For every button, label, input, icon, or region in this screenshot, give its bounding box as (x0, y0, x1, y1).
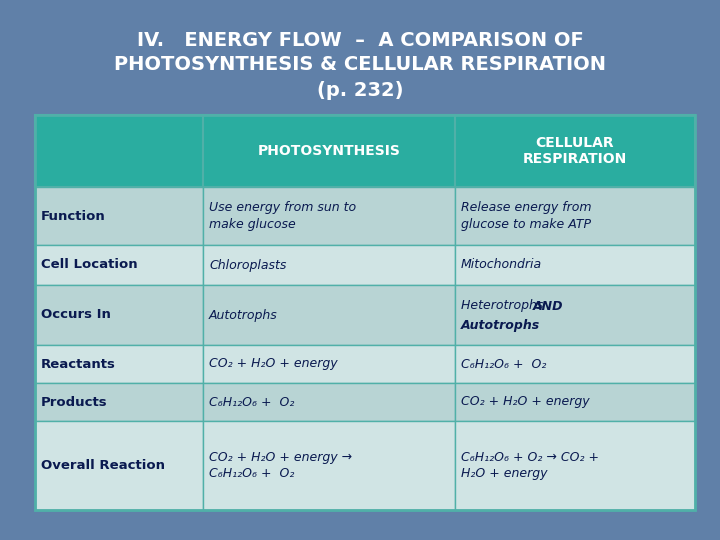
Text: C₆H₁₂O₆ +  O₂: C₆H₁₂O₆ + O₂ (461, 357, 546, 370)
Text: CO₂ + H₂O + energy: CO₂ + H₂O + energy (209, 357, 338, 370)
Text: C₆H₁₂O₆ + O₂ → CO₂ +
H₂O + energy: C₆H₁₂O₆ + O₂ → CO₂ + H₂O + energy (461, 451, 599, 480)
Bar (203, 383, 455, 421)
Text: Reactants: Reactants (41, 357, 116, 370)
Text: Chloroplasts: Chloroplasts (209, 259, 287, 272)
Bar (455, 245, 695, 285)
Text: Occurs In: Occurs In (41, 308, 111, 321)
Text: Cell Location: Cell Location (41, 259, 138, 272)
Text: Heterotrophs: Heterotrophs (461, 300, 547, 313)
Bar (35, 345, 203, 383)
Text: PHOTOSYNTHESIS & CELLULAR RESPIRATION: PHOTOSYNTHESIS & CELLULAR RESPIRATION (114, 56, 606, 75)
Text: Products: Products (41, 395, 107, 408)
Text: CO₂ + H₂O + energy: CO₂ + H₂O + energy (461, 395, 590, 408)
Text: CO₂ + H₂O + energy →
C₆H₁₂O₆ +  O₂: CO₂ + H₂O + energy → C₆H₁₂O₆ + O₂ (209, 451, 352, 480)
Bar (35, 187, 203, 245)
Bar (203, 345, 455, 383)
Text: Autotrophs: Autotrophs (461, 319, 540, 332)
Bar (455, 421, 695, 510)
Text: PHOTOSYNTHESIS: PHOTOSYNTHESIS (258, 144, 400, 158)
Text: Mitochondria: Mitochondria (461, 259, 542, 272)
Bar (455, 187, 695, 245)
Bar (203, 285, 455, 345)
Text: IV.   ENERGY FLOW  –  A COMPARISON OF: IV. ENERGY FLOW – A COMPARISON OF (137, 30, 583, 50)
Bar (455, 285, 695, 345)
Bar (203, 421, 455, 510)
Bar (203, 245, 455, 285)
Text: Function: Function (41, 210, 106, 222)
Bar (203, 115, 455, 187)
Text: (p. 232): (p. 232) (317, 80, 403, 99)
Text: Autotrophs: Autotrophs (209, 308, 278, 321)
Bar (455, 115, 695, 187)
Text: AND: AND (533, 300, 564, 313)
Bar (455, 383, 695, 421)
Text: CELLULAR
RESPIRATION: CELLULAR RESPIRATION (523, 136, 627, 166)
Text: Overall Reaction: Overall Reaction (41, 459, 165, 472)
Text: C₆H₁₂O₆ +  O₂: C₆H₁₂O₆ + O₂ (209, 395, 294, 408)
Text: Use energy from sun to
make glucose: Use energy from sun to make glucose (209, 201, 356, 231)
Bar (455, 345, 695, 383)
Bar (35, 383, 203, 421)
Bar (35, 115, 203, 187)
Bar (35, 285, 203, 345)
Bar (35, 421, 203, 510)
Bar (35, 115, 695, 510)
Text: Release energy from
glucose to make ATP: Release energy from glucose to make ATP (461, 201, 592, 231)
Bar (35, 245, 203, 285)
Bar (203, 187, 455, 245)
